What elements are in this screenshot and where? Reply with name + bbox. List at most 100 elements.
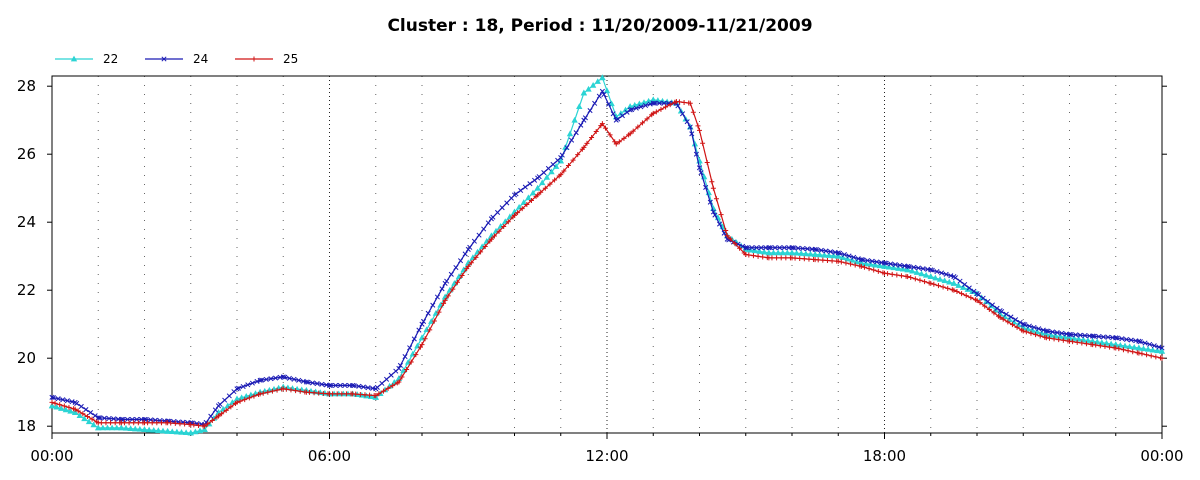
series-marker-22 (913, 269, 921, 275)
series-marker-22 (959, 284, 967, 290)
series-marker-22 (150, 426, 157, 433)
series-marker-25 (505, 219, 511, 225)
series-marker-25 (852, 262, 858, 268)
series-marker-25 (917, 277, 923, 283)
series-marker-24 (111, 416, 117, 422)
series-marker-22 (941, 277, 948, 284)
series-marker-25 (348, 391, 354, 397)
series-marker-22 (76, 412, 83, 419)
series-marker-25 (861, 264, 867, 270)
series-marker-24 (457, 258, 464, 264)
series-marker-25 (468, 260, 474, 266)
series-marker-25 (991, 310, 997, 316)
legend-marker (161, 56, 167, 62)
series-marker-22 (409, 350, 416, 357)
series-marker-22 (113, 424, 120, 431)
series-marker-22 (909, 267, 916, 274)
series-marker-25 (940, 284, 946, 290)
series-marker-25 (783, 255, 789, 261)
series-marker-25 (542, 185, 548, 191)
series-marker-25 (232, 401, 238, 407)
series-marker-24 (689, 131, 695, 137)
series-marker-22 (104, 424, 111, 431)
series-marker-25 (84, 413, 90, 419)
series-marker-24 (60, 397, 66, 403)
series-marker-24 (212, 407, 218, 413)
series-marker-22 (946, 278, 953, 285)
series-marker-24 (925, 266, 931, 272)
series-line-25 (51, 100, 1163, 427)
series-marker-24 (208, 413, 214, 419)
series-marker-25 (228, 404, 234, 410)
series-marker-25 (1097, 343, 1103, 349)
series-marker-24 (767, 245, 773, 251)
series-marker-24 (693, 151, 699, 157)
series-marker-25 (1028, 330, 1034, 336)
series-marker-24 (476, 232, 482, 238)
series-marker-25 (219, 411, 225, 417)
series-marker-24 (915, 265, 921, 271)
series-marker-24 (1096, 333, 1102, 340)
series-marker-24 (957, 278, 963, 284)
series-marker-24 (69, 399, 75, 405)
series-marker-22 (95, 424, 102, 431)
series-marker-25 (108, 420, 114, 426)
series-marker-24 (605, 101, 612, 107)
series-marker-25 (885, 271, 891, 277)
series-marker-25 (959, 291, 965, 297)
series-marker-22 (899, 265, 907, 272)
series-marker-24 (712, 212, 718, 218)
series-marker-22 (867, 261, 874, 267)
x-tick-label: 12:00 (585, 447, 628, 465)
series-marker-25 (1056, 337, 1062, 343)
data-point-24 (581, 117, 587, 123)
series-marker-25 (501, 224, 507, 230)
series-marker-24 (393, 368, 399, 374)
series-marker-24 (425, 310, 431, 316)
series-marker-25 (556, 173, 562, 179)
series-marker-22 (173, 428, 181, 435)
series-marker-24 (305, 379, 311, 385)
series-marker-25 (140, 420, 146, 426)
series-marker-22 (853, 258, 860, 265)
series-marker-25 (977, 300, 983, 306)
series-marker-24 (282, 374, 288, 380)
series-marker-24 (1059, 330, 1065, 336)
series-marker-25 (857, 263, 863, 269)
y-tick-label: 26 (17, 145, 36, 163)
series-marker-25 (380, 388, 386, 394)
series-marker-24 (346, 382, 353, 388)
series-marker-24 (943, 271, 949, 277)
series-marker-24 (698, 170, 704, 176)
series-marker-24 (684, 119, 690, 125)
series-marker-25 (945, 285, 951, 291)
series-marker-22 (918, 270, 925, 277)
series-marker-24 (485, 220, 491, 226)
legend-item-25: 25 (235, 52, 298, 66)
series-marker-25 (390, 383, 396, 389)
series-marker-24 (245, 382, 251, 388)
series-marker-25 (616, 139, 622, 145)
series-marker-25 (1051, 336, 1057, 342)
series-marker-25 (843, 260, 849, 266)
series-marker-22 (784, 249, 791, 256)
series-marker-22 (85, 418, 93, 425)
series-marker-24 (980, 295, 986, 301)
series-marker-24 (286, 375, 292, 381)
series-marker-24 (642, 102, 649, 109)
series-marker-25 (325, 391, 331, 397)
series-marker-25 (98, 420, 104, 426)
series-marker-22 (807, 250, 814, 257)
series-marker-24 (758, 245, 764, 251)
series-marker-25 (982, 303, 988, 309)
series-marker-25 (1125, 348, 1131, 354)
series-marker-22 (539, 179, 546, 186)
series-marker-24 (356, 383, 362, 389)
series-marker-24 (439, 286, 445, 292)
series-marker-24 (578, 122, 584, 128)
series-marker-25 (191, 422, 197, 428)
series-marker-22 (127, 425, 134, 431)
series-marker-25 (1144, 352, 1150, 358)
legend-item-24: 24 (145, 52, 208, 66)
series-marker-22 (108, 424, 116, 431)
